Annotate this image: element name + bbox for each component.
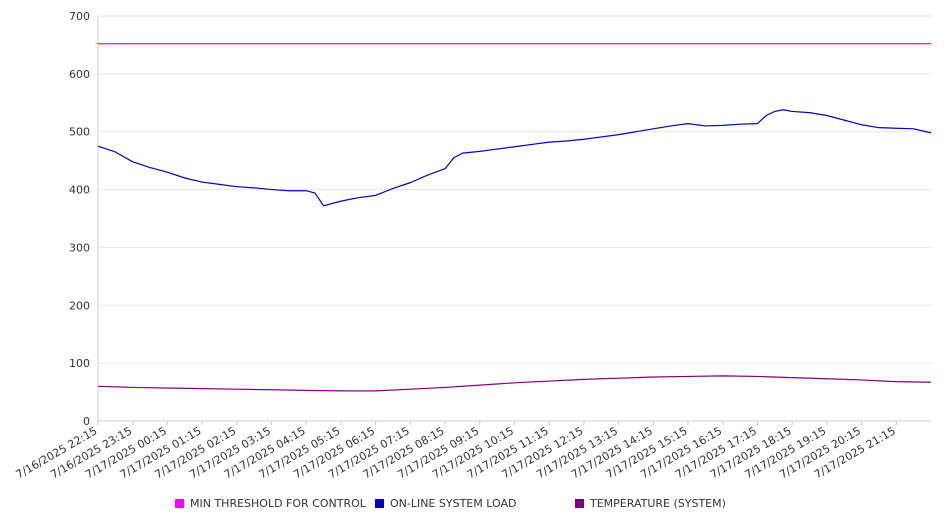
axes [97, 16, 931, 425]
y-tick-label: 200 [69, 299, 90, 312]
legend-label-temperature: TEMPERATURE (SYSTEM) [590, 497, 726, 510]
legend-swatch-system-load [375, 499, 384, 508]
legend-swatch-temperature [575, 499, 584, 508]
y-axis-tick-labels: 0 100 200 300 400 500 600 700 [69, 10, 90, 428]
legend-item-system-load[interactable]: ON-LINE SYSTEM LOAD [375, 497, 516, 510]
y-tick-label: 600 [69, 68, 90, 81]
legend-item-temperature[interactable]: TEMPERATURE (SYSTEM) [575, 497, 726, 510]
y-tick-label: 300 [69, 241, 90, 254]
y-tick-label: 0 [83, 415, 90, 428]
legend: MIN THRESHOLD FOR CONTROL ON-LINE SYSTEM… [0, 497, 946, 515]
legend-label-min-threshold: MIN THRESHOLD FOR CONTROL [190, 497, 366, 510]
legend-item-min-threshold[interactable]: MIN THRESHOLD FOR CONTROL [175, 497, 366, 510]
legend-swatch-min-threshold [175, 499, 184, 508]
y-tick-label: 100 [69, 357, 90, 370]
y-tick-label: 500 [69, 126, 90, 139]
y-tick-label: 400 [69, 184, 90, 197]
gridlines [98, 15, 931, 422]
y-tick-label: 700 [69, 10, 90, 23]
series-line-on-line-system-load [97, 109, 932, 207]
legend-label-system-load: ON-LINE SYSTEM LOAD [390, 497, 517, 510]
series-line-temperature-system [97, 375, 932, 392]
x-axis-tick-labels: 7/16/2025 22:157/16/2025 23:157/17/2025 … [14, 424, 898, 481]
series-lines [97, 43, 932, 392]
